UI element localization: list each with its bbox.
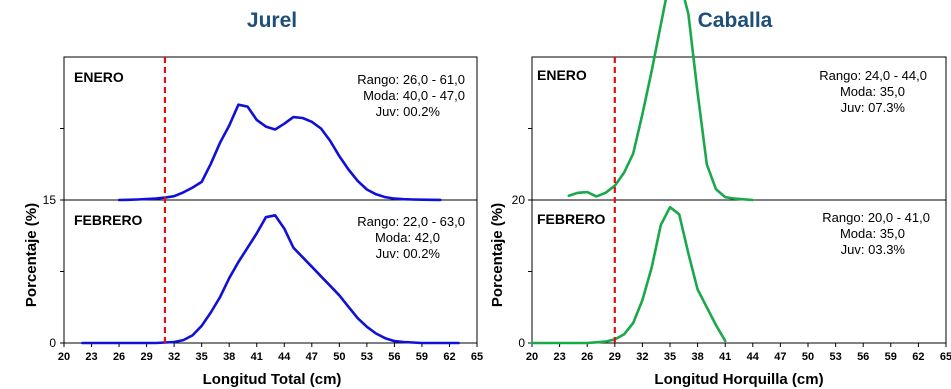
jurel-febrero-moda: Moda: 42,0 (375, 230, 440, 245)
jurel-febrero-label: FEBRERO (74, 212, 143, 228)
caballa-febrero-moda: Moda: 35,0 (840, 226, 905, 241)
jurel-xtick-label: 41 (251, 351, 263, 363)
caballa-ytick-20: 20 (512, 193, 526, 207)
caballa-xtick-label: 65 (940, 351, 951, 363)
caballa-enero-label: ENERO (537, 67, 587, 83)
caballa-xtick-label: 26 (581, 351, 593, 363)
jurel-xtick-label: 35 (196, 351, 208, 363)
jurel-xtick-label: 56 (388, 351, 400, 363)
jurel-xtick-label: 65 (471, 351, 483, 363)
caballa-xtick-label: 59 (885, 351, 897, 363)
jurel-xtick-label: 62 (443, 351, 455, 363)
caballa-xtick-label: 41 (719, 351, 731, 363)
jurel-xtick-label: 53 (361, 351, 373, 363)
caballa-enero-series-line (567, 0, 755, 202)
caballa-xtick-label: 53 (829, 351, 841, 363)
caballa-xtick-label: 29 (609, 351, 621, 363)
jurel-ytick-15: 15 (43, 193, 57, 207)
jurel-febrero-series-line (81, 214, 460, 345)
caballa-xtick-label: 38 (691, 351, 703, 363)
jurel-enero-label: ENERO (74, 69, 124, 85)
caballa-enero-juv: Juv: 07.3% (841, 100, 906, 115)
caballa-febrero-rango: Rango: 20,0 - 41,0 (822, 210, 930, 225)
jurel-febrero-rango: Rango: 22,0 - 63,0 (357, 214, 465, 229)
caballa-xtick-label: 23 (553, 351, 565, 363)
caballa-xtick-label: 20 (526, 351, 538, 363)
caballa-xtick-label: 44 (747, 351, 760, 363)
caballa-ylabel: Porcentaje (%) (489, 203, 506, 307)
jurel-xtick-label: 47 (306, 351, 318, 363)
jurel-enero-moda: Moda: 40,0 - 47,0 (363, 88, 465, 103)
caballa-xtick-label: 62 (912, 351, 924, 363)
caballa-febrero-series-line (530, 205, 727, 345)
jurel-febrero-juv: Juv: 00.2% (376, 246, 441, 261)
caballa-chart: Caballa 20 0 Porcentaje (%) Longitud Hor… (489, 0, 951, 388)
caballa-enero-moda: Moda: 35,0 (840, 84, 905, 99)
caballa-febrero-label: FEBRERO (537, 211, 606, 227)
jurel-xtick-label: 23 (85, 351, 97, 363)
jurel-chart: Jurel 15 0 Porcentaje (%) Longitud Total… (23, 9, 483, 388)
caballa-xlabel: Longitud Horquilla (cm) (654, 371, 823, 388)
jurel-xtick-label: 26 (113, 351, 125, 363)
caballa-xtick-label: 32 (636, 351, 648, 363)
jurel-title: Jurel (247, 9, 297, 32)
jurel-xtick-label: 20 (58, 351, 70, 363)
jurel-ytick-0: 0 (49, 336, 56, 350)
caballa-xtick-label: 47 (774, 351, 786, 363)
jurel-enero-series-line (117, 103, 442, 202)
caballa-xtick-label: 35 (664, 351, 676, 363)
jurel-xtick-label: 29 (140, 351, 152, 363)
jurel-ylabel: Porcentaje (%) (23, 203, 40, 307)
caballa-enero-rango: Rango: 24,0 - 44,0 (819, 68, 927, 83)
caballa-febrero-juv: Juv: 03.3% (841, 242, 906, 257)
caballa-xtick-label: 56 (857, 351, 869, 363)
jurel-enero-juv: Juv: 00.2% (376, 104, 441, 119)
jurel-enero-rango: Rango: 26,0 - 61,0 (357, 72, 465, 87)
caballa-ytick-0: 0 (518, 336, 525, 350)
caballa-xtick-label: 50 (802, 351, 814, 363)
jurel-xtick-label: 50 (333, 351, 345, 363)
jurel-xtick-label: 59 (416, 351, 428, 363)
jurel-xlabel: Longitud Total (cm) (203, 371, 342, 388)
jurel-xtick-label: 38 (223, 351, 235, 363)
jurel-xtick-label: 44 (278, 351, 291, 363)
caballa-title: Caballa (698, 9, 773, 32)
jurel-xtick-label: 32 (168, 351, 180, 363)
